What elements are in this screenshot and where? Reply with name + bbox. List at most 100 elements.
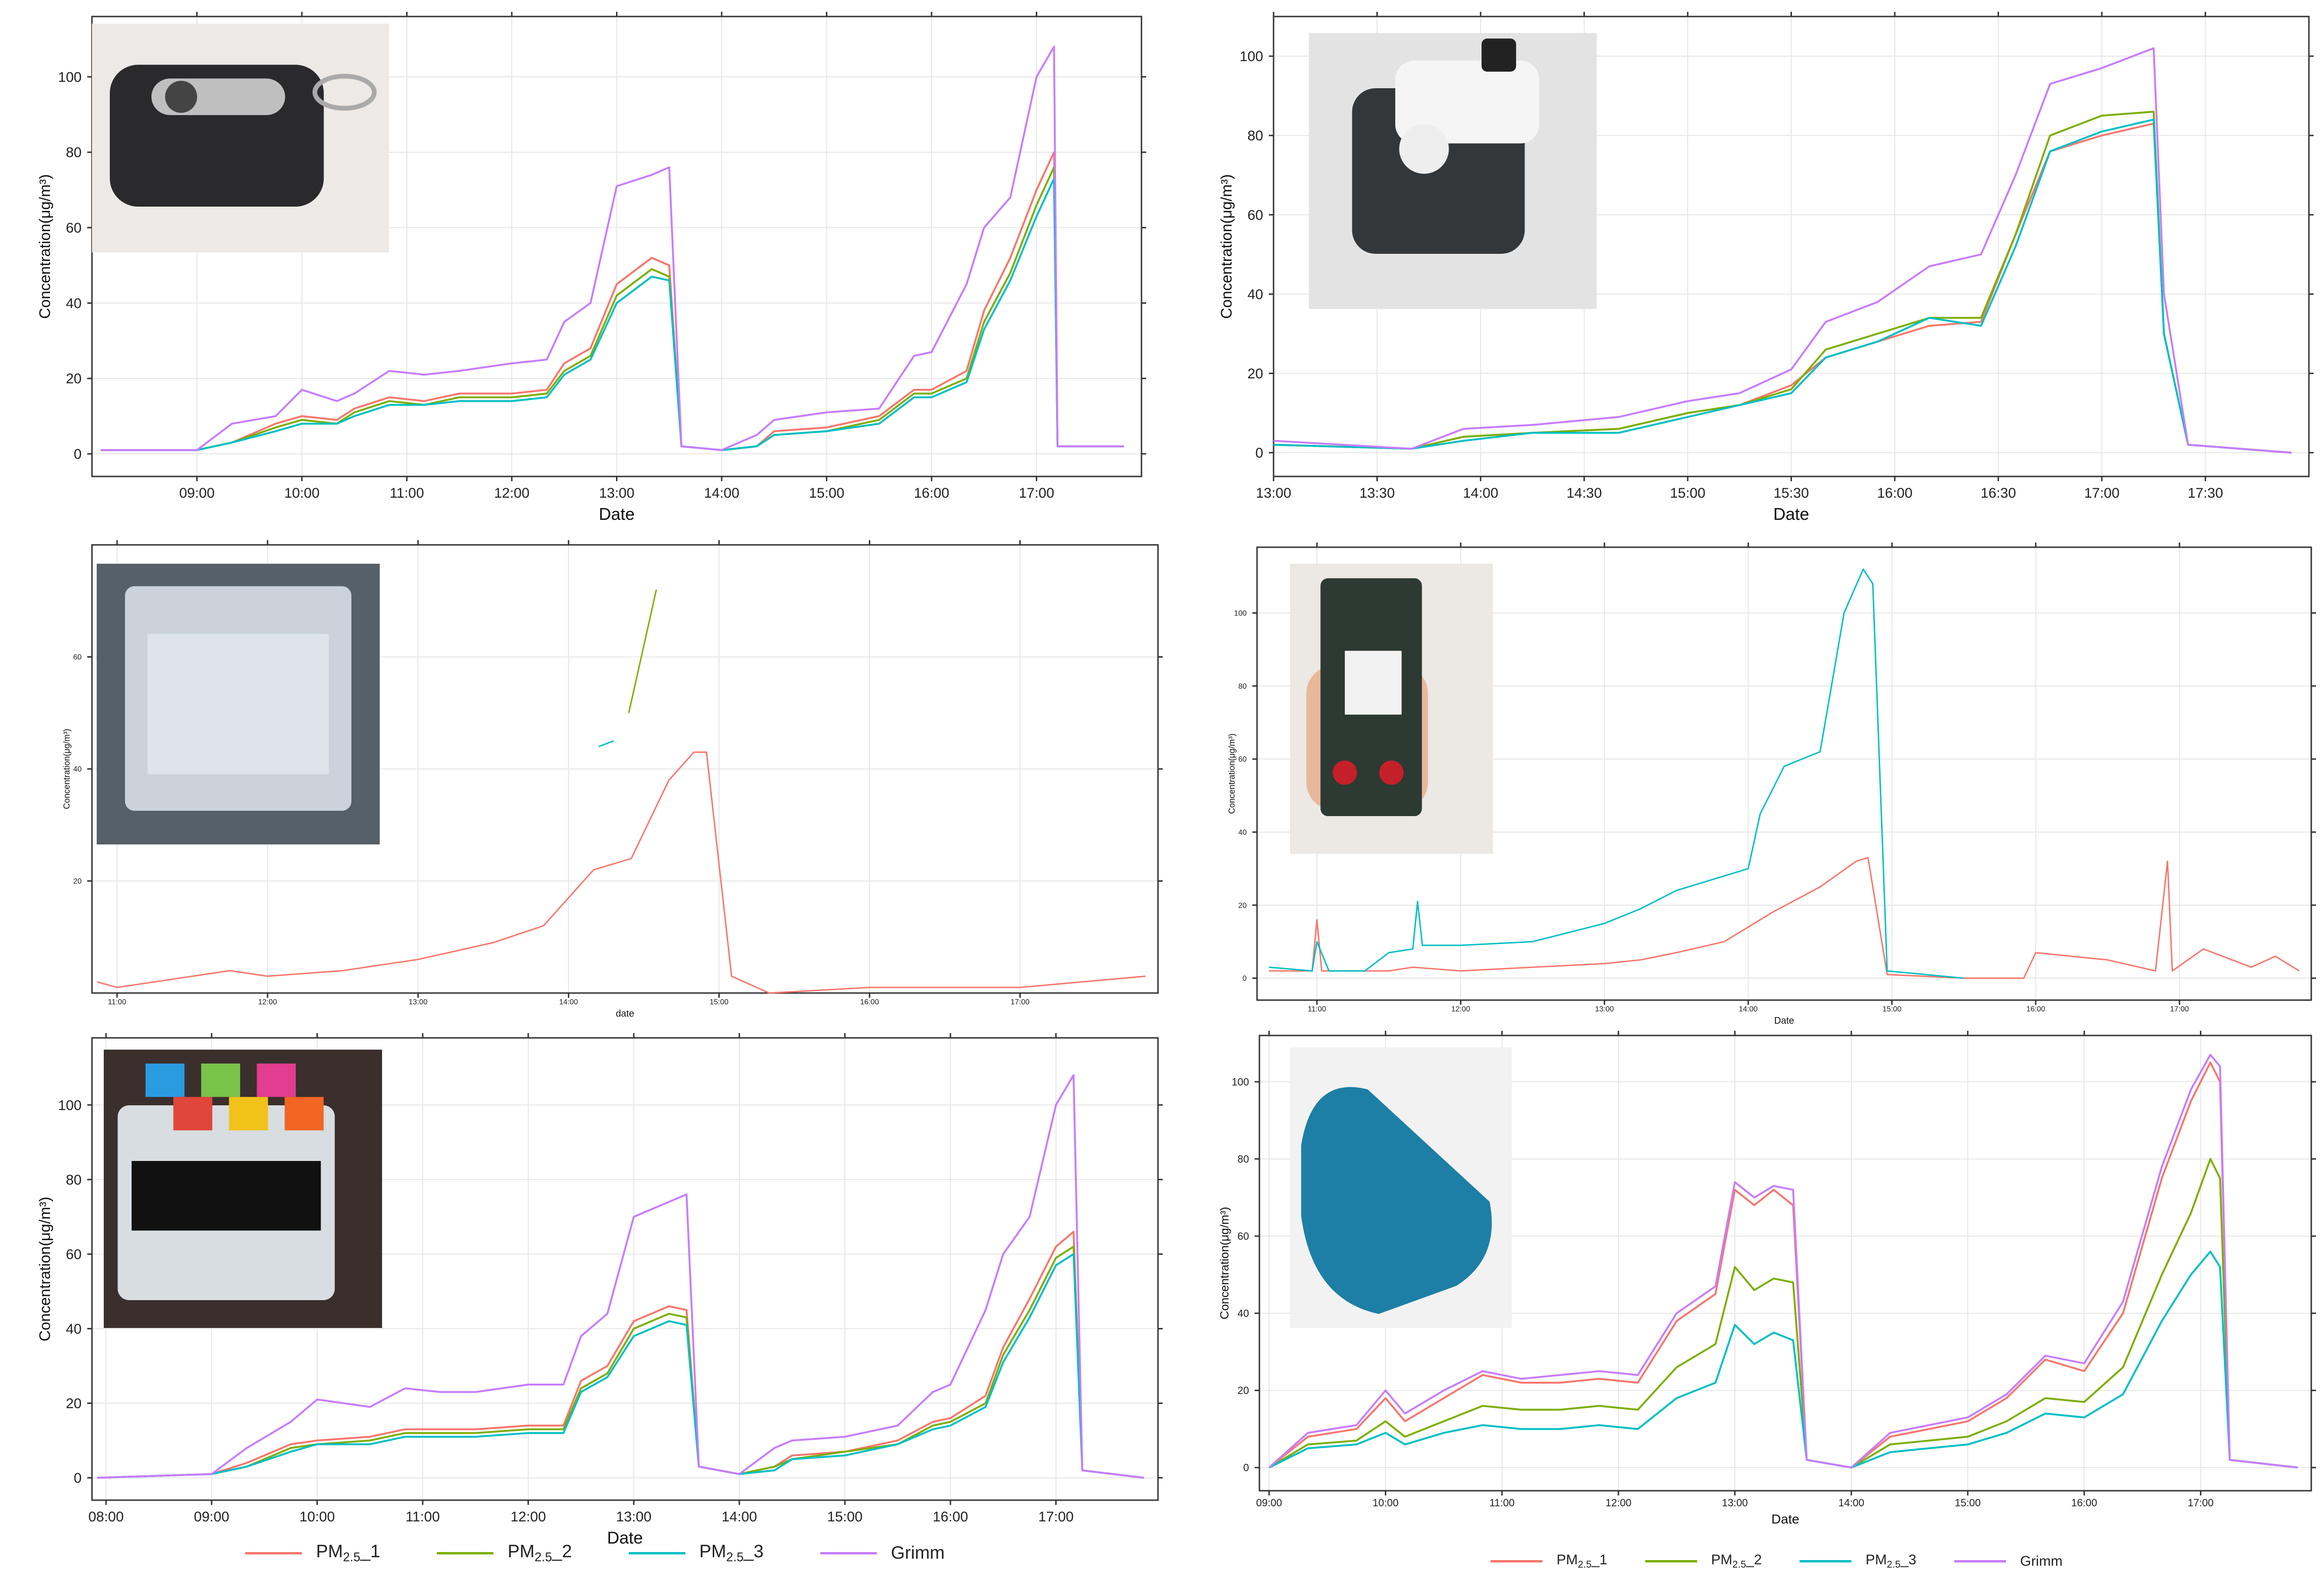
plot-frame [91,1037,1159,1501]
y-tick-label: 60 [1238,756,1247,764]
legend-right: PM2.5_1 PM2.5_2 PM2.5_3 Grimm [1491,1552,2063,1570]
y-tick-label: 80 [1238,1153,1249,1165]
y-tick-label: 40 [73,766,82,774]
x-tick-label: 17:00 [2170,1005,2189,1013]
x-tick-label: 13:00 [616,1509,651,1525]
y-tick-label: 0 [74,447,82,462]
y-axis-label: Concentration(μg/m³) [1218,174,1235,319]
legend-left: PM2.5_1 PM2.5_2 PM2.5_3 Grimm [245,1542,945,1565]
y-tick-label: 0 [1255,445,1263,461]
x-tick-label: 16:00 [2026,1005,2045,1013]
x-tick-label: 09:00 [179,485,215,501]
y-tick-label: 20 [1238,1385,1249,1396]
legend-swatch [1645,1560,1697,1562]
device-photo [1309,33,1597,309]
x-tick-label: 10:00 [300,1509,335,1525]
plot-frame [1256,546,2312,1001]
legend-swatch [628,1552,685,1554]
device-body [1301,1087,1492,1314]
device-photo [1290,564,1493,854]
legend-swatch [1954,1560,2006,1562]
y-tick-label: 100 [1240,49,1263,65]
x-tick-label: 17:30 [2188,485,2223,501]
x-tick-label: 12:00 [1606,1497,1632,1509]
legend-label: PM2.5_2 [508,1542,572,1564]
x-tick-label: 13:00 [1595,1005,1614,1013]
x-tick-label: 10:00 [1373,1497,1399,1509]
x-tick-label: 17:00 [2084,485,2119,501]
y-tick-label: 40 [1238,1308,1249,1319]
x-tick-label: 13:00 [408,998,427,1006]
y-axis-label: Concentration(μg/m³) [1218,1207,1231,1319]
legend-item-pm3: PM2.5_3 [1799,1552,1916,1570]
series-line-grimm [1268,1053,2298,1469]
x-tick-label: 12:00 [510,1509,546,1525]
y-tick-label: 100 [58,1098,82,1113]
series-line-pm1 [100,151,1124,451]
y-tick-label: 60 [66,220,82,236]
x-tick-label: 14:00 [704,485,739,501]
x-tick-label: 16:30 [1981,485,2016,501]
x-tick-label: 17:00 [1019,485,1054,501]
y-tick-label: 100 [1232,1076,1249,1088]
series-line-grimm [97,1074,1144,1479]
legend-swatch [437,1552,494,1554]
x-tick-label: 17:00 [2188,1497,2214,1509]
legend-label: PM2.5_2 [1711,1552,1762,1570]
x-axis-label: date [616,1009,634,1019]
series-line-pm2 [1268,1158,2298,1469]
series-line-grimm [100,45,1124,451]
device-photo [104,1050,382,1328]
x-tick-label: 17:00 [1011,998,1030,1006]
device-photo [92,24,389,252]
x-tick-label: 12:00 [494,485,529,501]
y-tick-label: 80 [66,1172,82,1188]
y-tick-label: 20 [66,371,82,387]
y-tick-label: 40 [1248,287,1263,302]
x-tick-label: 11:00 [390,485,424,501]
x-axis-label: Date [1771,1511,1799,1526]
x-tick-label: 14:00 [559,998,578,1006]
y-tick-label: 20 [73,877,82,885]
y-tick-label: 20 [1248,366,1263,382]
x-tick-label: 15:00 [709,998,728,1006]
legend-item-pm1: PM2.5_1 [1491,1552,1608,1570]
series-line-pm3 [1273,118,2292,454]
x-tick-label: 15:00 [1883,1005,1901,1013]
x-tick-label: 15:00 [1670,485,1705,501]
x-tick-label: 16:00 [860,998,879,1006]
y-axis-label: Concentration(μg/m³) [36,1197,53,1342]
series-line-pm1 [1268,1061,2298,1469]
x-tick-label: 16:00 [1877,485,1912,501]
x-tick-label: 10:00 [284,485,319,501]
x-tick-label: 13:00 [599,485,634,501]
legend-swatch [820,1552,877,1554]
x-tick-label: 14:30 [1566,485,1602,501]
legend-label: PM2.5_3 [699,1542,764,1564]
legend-item-pm1: PM2.5_1 [245,1542,380,1565]
y-tick-label: 0 [1242,975,1247,983]
x-tick-label: 14:00 [722,1509,757,1525]
legend-label: Grimm [2020,1553,2063,1569]
legend-item-grimm: Grimm [820,1543,945,1563]
x-tick-label: 12:00 [258,998,277,1006]
device-photo [97,564,380,844]
y-tick-label: 80 [1238,683,1247,691]
legend-label: Grimm [891,1543,945,1563]
chart-top-right: 0 20 40 60 80 100 13:00 13:30 14:00 14:30 15:00 15:… [1218,12,2314,524]
keyring [312,74,377,111]
y-tick-label: 40 [66,296,82,311]
x-tick-label: 11:00 [406,1509,440,1525]
x-tick-label: 11:00 [1308,1005,1326,1013]
x-tick-label: 14:00 [1463,485,1498,501]
series-line-pm3 [97,1253,1144,1479]
y-tick-label: 80 [1248,128,1263,144]
series-line-pm3 [1268,1251,2298,1469]
legend-item-grimm: Grimm [1954,1553,2063,1570]
y-tick-label: 20 [1238,902,1247,910]
series-line-pm1 [97,751,1146,994]
x-tick-label: 16:00 [933,1509,968,1525]
x-tick-label: 11:00 [1490,1497,1515,1509]
series-line-pm3 [100,177,1124,451]
x-tick-label: 12:00 [1451,1005,1470,1013]
